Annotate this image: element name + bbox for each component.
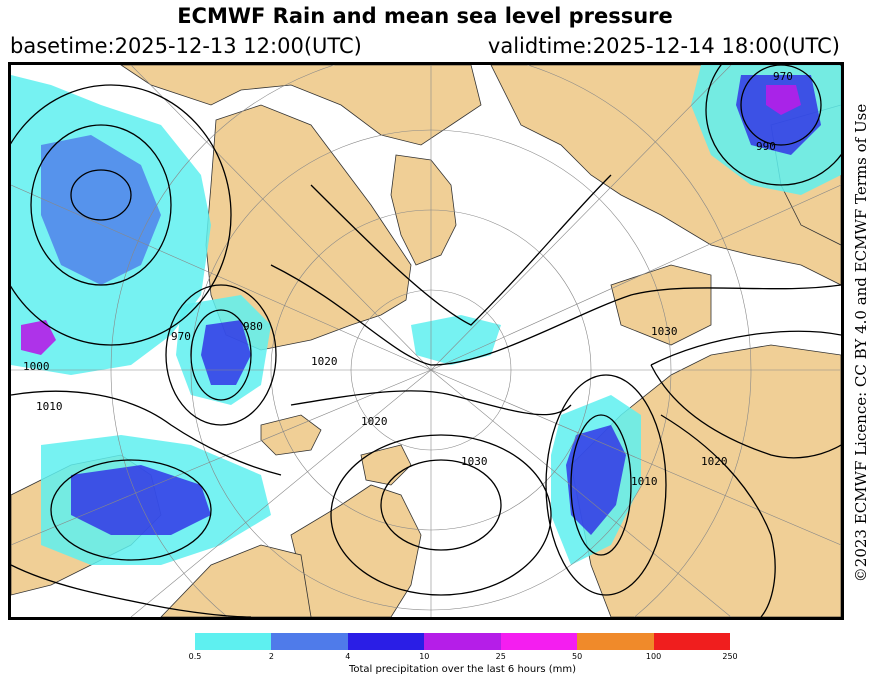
chukotka [610, 264, 712, 346]
colorbar-tick: 250 [722, 652, 738, 661]
isobar-low-aleutian [740, 65, 822, 146]
colorbar-tick: 0.5 [188, 652, 202, 661]
isobar-polar-3 [310, 174, 612, 326]
isobar-label: 980 [243, 320, 263, 333]
colorbar-segment [347, 633, 425, 650]
isobar-label: 1020 [701, 455, 728, 468]
isobar-low-siberia [570, 414, 632, 556]
colorbar-tick: 2 [268, 652, 274, 661]
isobar-polar-2 [290, 390, 572, 416]
isobar-low-nw-2 [30, 124, 172, 286]
colorbar-segment [653, 633, 730, 650]
isobar-label: 1000 [23, 360, 50, 373]
isobar-low-aleutian-2 [705, 65, 841, 186]
licence-text: ©2023 ECMWF Licence: CC BY 4.0 and ECMWF… [850, 78, 870, 608]
colorbar-segment [424, 633, 501, 650]
graticule [11, 65, 841, 617]
colorbar-segment [195, 633, 272, 650]
colorbar-tick: 50 [572, 652, 583, 661]
isobar-polar-1 [270, 264, 841, 366]
northern-europe [160, 544, 312, 617]
svalbard [360, 444, 412, 486]
validtime-label: validtime:2025-12-14 18:00(UTC) [487, 34, 840, 58]
isobar-low-center [190, 309, 252, 401]
isobar-east-1 [660, 414, 776, 617]
isobar-label: 1030 [651, 325, 678, 338]
isobar-west-2 [11, 564, 252, 617]
precip-area-aleutian-core [736, 75, 821, 155]
isobar-low-nw-3 [11, 84, 232, 346]
isobar-label: 970 [773, 70, 793, 83]
colorbar-segment [577, 633, 654, 650]
licence-label: ©2023 ECMWF Licence: CC BY 4.0 and ECMWF… [852, 103, 870, 583]
basetime-label: basetime:2025-12-13 12:00(UTC) [10, 34, 362, 58]
isobar-label: 990 [756, 140, 776, 153]
colorbar-tick: 10 [419, 652, 430, 661]
canadian-arctic [120, 65, 482, 146]
colorbar-label: Total precipitation over the last 6 hour… [348, 664, 577, 675]
isobar-low-nw [70, 169, 132, 221]
colorbar-tick: 4 [345, 652, 351, 661]
isobar-label: 1010 [36, 400, 63, 413]
isobar-high-siberia [650, 330, 841, 459]
isobar-low-labrador [50, 459, 212, 561]
colorbar-tick: 100 [645, 652, 662, 661]
scandinavia [290, 484, 422, 617]
chart-title: ECMWF Rain and mean sea level pressure [177, 4, 673, 28]
colorbar-segment [500, 633, 578, 650]
iceland [260, 414, 322, 456]
isobar-high-atlantic [380, 459, 502, 551]
isobar-label: 1020 [311, 355, 338, 368]
precip-area-nw-core [41, 135, 161, 285]
precip-area-west-max [21, 320, 56, 355]
isobar-label: 1030 [461, 455, 488, 468]
isobar-low-siberia-2 [545, 374, 667, 596]
land-masses [11, 65, 841, 617]
isobars [11, 65, 841, 617]
isobar-labels: 970 980 1000 1010 1020 1030 1030 1020 10… [23, 70, 793, 488]
isobar-label: 1010 [631, 475, 658, 488]
precip-colorbar [195, 633, 730, 650]
isobar-west-1 [11, 390, 282, 476]
weather-map[interactable]: 970 980 1000 1010 1020 1030 1030 1020 10… [8, 62, 844, 620]
precip-area-labrador-core [71, 465, 211, 535]
colorbar-ticks: 0.5 2 4 10 25 50 100 250 [189, 652, 738, 664]
precip-area-lowpressure-core [201, 320, 251, 385]
isobar-low-center-2 [165, 284, 277, 426]
colorbar-tick: 25 [495, 652, 506, 661]
colorbar-segment [271, 633, 348, 650]
precip-area-siberia-core [566, 425, 626, 535]
precip-area-pole [411, 315, 501, 365]
isobar-label: 1020 [361, 415, 388, 428]
precip-area-aleutian-max [766, 85, 801, 115]
isobar-high-atlantic-2 [330, 434, 552, 596]
isobar-label: 970 [171, 330, 191, 343]
